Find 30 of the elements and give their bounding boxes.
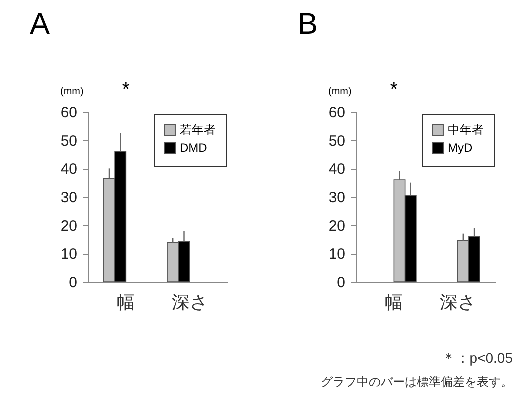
x-tick-label: 深さ [440,292,476,312]
y-axis-title: (mm) [328,86,352,98]
x-tick-label: 深さ [172,292,208,312]
y-tick-label: 10 [60,246,78,264]
legend-label: DMD [180,141,208,155]
y-tick-label: 60 [328,104,346,122]
text: * [390,79,398,101]
x-tick-label: 幅 [385,292,404,312]
y-tick-label: 10 [328,246,346,264]
y-tick-label: 30 [328,190,346,206]
y-axis-title: (mm) [60,86,84,98]
legend-label: 若年者 [180,123,216,137]
text: * [122,79,130,101]
y-tick-label: 20 [60,218,78,235]
chart-title: A [30,8,50,41]
y-tick-label: 0 [337,274,346,292]
chart-title: B [298,8,318,41]
text: ＊：p<0.05 [440,350,513,368]
y-tick-label: 20 [328,218,346,235]
y-tick-label: 40 [60,161,78,178]
y-tick-label: 50 [60,132,78,150]
y-tick-label: 0 [69,274,78,292]
y-tick-label: 40 [328,161,346,178]
text: グラフ中のバーは標準偏差を表す。 [321,374,513,391]
y-tick-label: 60 [60,104,78,122]
x-tick-label: 幅 [117,292,136,312]
y-tick-label: 30 [60,190,78,206]
legend-label: 中年者 [448,123,484,137]
legend-label: MyD [448,141,473,155]
y-tick-label: 50 [328,132,346,150]
